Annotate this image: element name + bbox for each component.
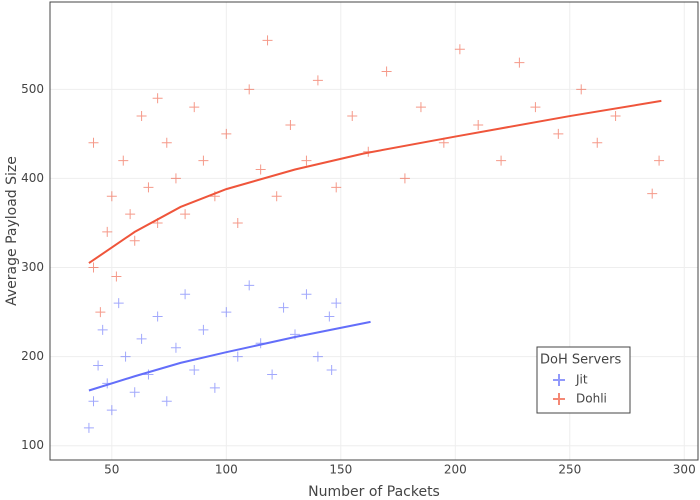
- data-point: [189, 102, 200, 113]
- data-point: [189, 365, 200, 376]
- legend-label: Jit: [575, 373, 588, 387]
- data-point: [111, 271, 122, 282]
- data-point: [180, 289, 191, 300]
- data-point: [221, 307, 232, 318]
- data-point: [473, 119, 484, 130]
- data-point: [209, 382, 220, 393]
- plot-frame: [49, 1, 699, 461]
- data-point: [514, 57, 525, 68]
- data-point: [301, 289, 312, 300]
- x-tick-label: 200: [444, 463, 467, 477]
- data-point: [129, 387, 140, 398]
- legend-title: DoH Servers: [540, 353, 622, 368]
- legend-swatch: [553, 374, 565, 386]
- data-point: [97, 324, 108, 335]
- y-axis-label: Average Payload Size: [4, 156, 20, 306]
- y-tick-label: 500: [21, 82, 44, 96]
- data-point: [271, 191, 282, 202]
- y-tick-label: 200: [21, 349, 44, 363]
- data-point: [278, 302, 289, 313]
- data-point: [136, 111, 147, 122]
- data-point: [530, 102, 541, 113]
- legend: DoH Servers Jit Dohli: [536, 346, 631, 414]
- data-point: [152, 311, 163, 322]
- x-tick-label: 250: [558, 463, 581, 477]
- legend-label: Dohli: [576, 392, 607, 406]
- data-point: [198, 324, 209, 335]
- data-point: [88, 262, 99, 273]
- data-point: [102, 226, 113, 237]
- data-point: [610, 111, 621, 122]
- data-point: [381, 66, 392, 77]
- data-point: [576, 84, 587, 95]
- data-point: [170, 173, 181, 184]
- data-point: [143, 182, 154, 193]
- data-point: [262, 35, 273, 46]
- y-tick-label: 300: [21, 260, 44, 274]
- data-point: [95, 307, 106, 318]
- y-tick-label: 400: [21, 171, 44, 185]
- data-point: [267, 369, 278, 380]
- data-point: [221, 128, 232, 139]
- data-point: [125, 209, 136, 220]
- trend-line: [88, 320, 371, 392]
- data-point: [106, 405, 117, 416]
- data-point: [285, 119, 296, 130]
- x-tick-label: 300: [673, 463, 696, 477]
- data-point: [93, 360, 104, 371]
- data-point: [454, 44, 465, 55]
- data-point: [161, 137, 172, 148]
- data-point: [654, 155, 665, 166]
- data-point: [198, 155, 209, 166]
- data-point: [118, 155, 129, 166]
- data-point: [120, 351, 131, 362]
- data-point: [326, 365, 337, 376]
- data-point: [347, 111, 358, 122]
- data-point: [244, 84, 255, 95]
- data-point: [647, 188, 658, 199]
- data-point: [143, 369, 154, 380]
- x-tick-label: 50: [104, 463, 119, 477]
- data-point: [301, 155, 312, 166]
- data-point: [129, 235, 140, 246]
- data-point: [88, 137, 99, 148]
- data-point: [152, 93, 163, 104]
- data-point: [113, 298, 124, 309]
- x-tick-label: 150: [329, 463, 352, 477]
- data-point: [161, 396, 172, 407]
- data-point: [232, 351, 243, 362]
- trend-line: [88, 99, 662, 264]
- data-point: [255, 164, 266, 175]
- data-point: [324, 311, 335, 322]
- data-point: [312, 351, 323, 362]
- data-point: [553, 128, 564, 139]
- data-point: [83, 422, 94, 433]
- x-tick-label: 100: [215, 463, 238, 477]
- data-point: [592, 137, 603, 148]
- legend-swatch: [553, 393, 565, 405]
- data-point: [88, 396, 99, 407]
- data-point: [244, 280, 255, 291]
- y-tick-label: 100: [21, 438, 44, 452]
- data-point: [232, 217, 243, 228]
- data-point: [106, 191, 117, 202]
- data-point: [331, 298, 342, 309]
- data-point: [399, 173, 410, 184]
- data-point: [136, 333, 147, 344]
- data-point: [312, 75, 323, 86]
- data-point: [170, 342, 181, 353]
- data-point: [496, 155, 507, 166]
- data-point: [415, 102, 426, 113]
- x-axis-label: Number of Packets: [308, 484, 440, 500]
- data-point: [180, 209, 191, 220]
- data-point: [331, 182, 342, 193]
- legend-box: [536, 346, 631, 414]
